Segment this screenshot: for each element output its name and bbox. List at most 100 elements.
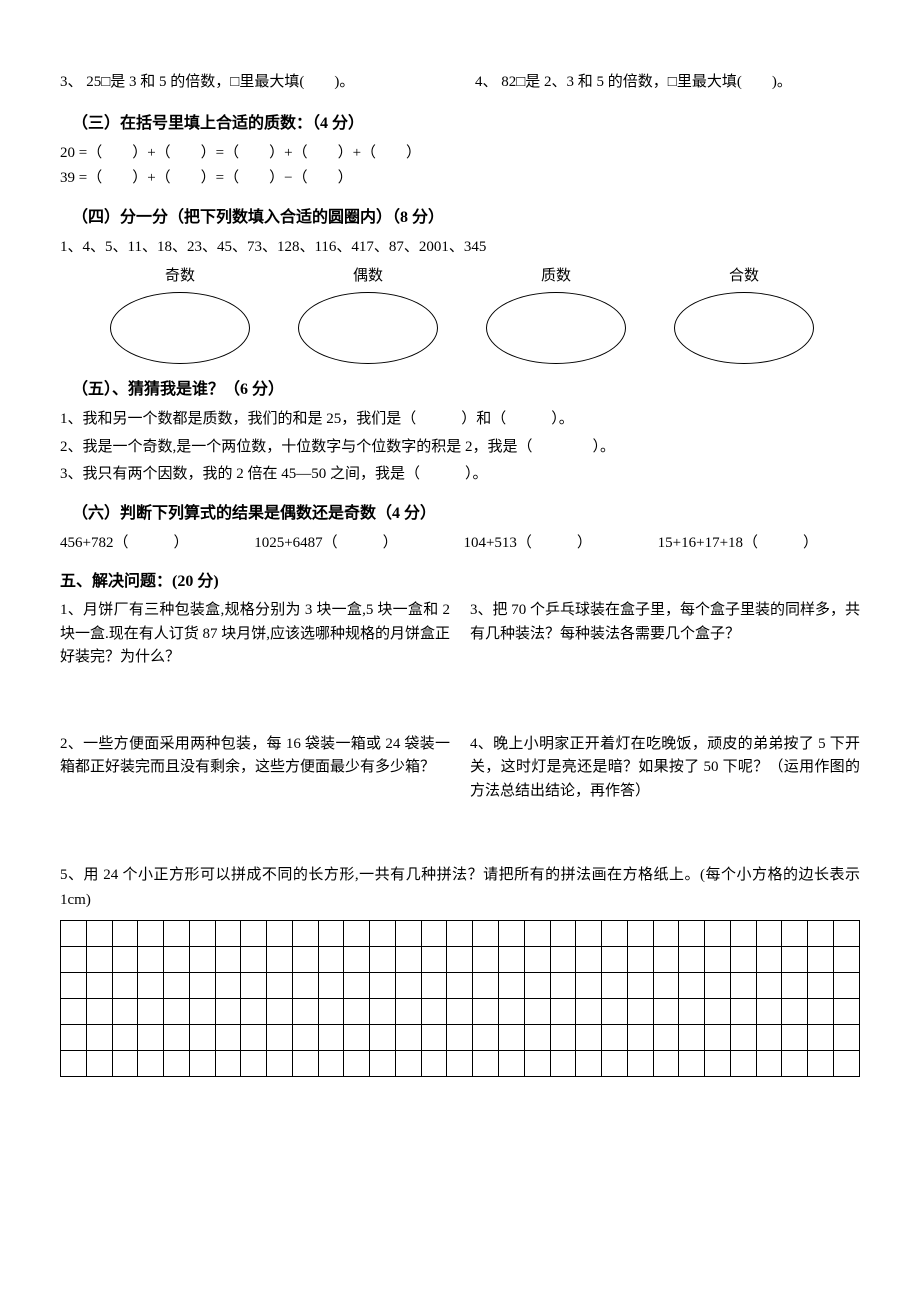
grid-cell	[653, 972, 679, 998]
oval-label-composite: 合数	[729, 264, 759, 290]
oval-composite	[674, 292, 814, 364]
grid-cell	[138, 920, 164, 946]
spacer-2	[60, 803, 860, 863]
grid-cell	[602, 972, 628, 998]
grid-cell	[756, 998, 782, 1024]
ovals-row: 奇数 偶数 质数 合数	[60, 264, 860, 364]
grid-cell	[447, 972, 473, 998]
grid-cell	[499, 1050, 525, 1076]
sec5-q2: 2、我是一个奇数,是一个两位数，十位数字与个位数字的积是 2，我是（ ）。	[60, 435, 860, 461]
grid-cell	[782, 920, 808, 946]
grid-cell	[550, 920, 576, 946]
grid-cell	[833, 1024, 859, 1050]
grid-cell	[730, 998, 756, 1024]
grid-cell	[138, 946, 164, 972]
grid-cell	[164, 972, 190, 998]
grid-cell	[421, 946, 447, 972]
grid-cell	[473, 946, 499, 972]
grid-cell	[215, 920, 241, 946]
intro-questions: 3、 25□是 3 和 5 的倍数，□里最大填( )。 4、 82□是 2、3 …	[60, 70, 860, 98]
grid-cell	[395, 946, 421, 972]
problems-row1: 1、月饼厂有三种包装盒,规格分别为 3 块一盒,5 块一盒和 2 块一盒.现在有…	[60, 599, 860, 669]
grid-cell	[833, 920, 859, 946]
grid-cell	[730, 972, 756, 998]
grid-cell	[653, 920, 679, 946]
grid-cell	[61, 920, 87, 946]
grid-cell	[499, 1024, 525, 1050]
grid-cell	[756, 920, 782, 946]
grid-cell	[524, 1024, 550, 1050]
grid-cell	[756, 1050, 782, 1076]
grid-cell	[602, 946, 628, 972]
grid-cell	[112, 1024, 138, 1050]
grid-cell	[550, 1050, 576, 1076]
sec6-row: 456+782（ ） 1025+6487（ ） 104+513（ ） 15+16…	[60, 531, 860, 557]
grid-cell	[576, 920, 602, 946]
grid-cell	[138, 1050, 164, 1076]
grid-cell	[292, 1024, 318, 1050]
grid-cell	[86, 946, 112, 972]
grid-cell	[86, 920, 112, 946]
grid-cell	[653, 1050, 679, 1076]
grid-cell	[164, 998, 190, 1024]
sec6-e2: 1025+6487（ ）	[254, 535, 397, 551]
grid-cell	[653, 946, 679, 972]
grid-cell	[395, 998, 421, 1024]
oval-group-prime: 质数	[476, 264, 636, 364]
grid-cell	[241, 946, 267, 972]
problem-2: 2、一些方便面采用两种包装，每 16 袋装一箱或 24 袋装一箱都正好装完而且没…	[60, 733, 450, 803]
grid-cell	[730, 920, 756, 946]
grid-wrapper	[60, 920, 860, 1077]
grid-cell	[61, 946, 87, 972]
sec6-e1: 456+782（ ）	[60, 535, 188, 551]
grid-cell	[267, 946, 293, 972]
sec3-line1: 20 =（ ）+（ ）=（ ）+（ ）+（ ）	[60, 141, 860, 167]
grid-cell	[164, 946, 190, 972]
grid-cell	[215, 1050, 241, 1076]
grid-cell	[808, 946, 834, 972]
grid-cell	[499, 972, 525, 998]
grid-cell	[602, 1050, 628, 1076]
grid-cell	[164, 1024, 190, 1050]
grid-cell	[86, 998, 112, 1024]
sec-solve-title: 五、解决问题：(20 分)	[60, 568, 860, 595]
grid-cell	[524, 920, 550, 946]
grid-cell	[730, 946, 756, 972]
grid-cell	[86, 1024, 112, 1050]
grid-cell	[576, 998, 602, 1024]
grid-cell	[370, 1024, 396, 1050]
grid-cell	[524, 1050, 550, 1076]
grid-cell	[267, 920, 293, 946]
grid-cell	[756, 972, 782, 998]
grid-cell	[782, 1050, 808, 1076]
grid-cell	[602, 920, 628, 946]
grid-cell	[138, 998, 164, 1024]
grid-cell	[318, 946, 344, 972]
grid-cell	[576, 946, 602, 972]
grid-cell	[138, 1024, 164, 1050]
grid-cell	[318, 920, 344, 946]
problem-4: 4、晚上小明家正开着灯在吃晚饭，顽皮的弟弟按了 5 下开关，这时灯是亮还是暗？如…	[470, 733, 860, 803]
oval-group-odd: 奇数	[100, 264, 260, 364]
grid-cell	[473, 1050, 499, 1076]
grid-cell	[112, 972, 138, 998]
problems-row2: 2、一些方便面采用两种包装，每 16 袋装一箱或 24 袋装一箱都正好装完而且没…	[60, 733, 860, 803]
grid-cell	[705, 1024, 731, 1050]
grid-cell	[808, 1050, 834, 1076]
grid-cell	[267, 998, 293, 1024]
grid-cell	[344, 1024, 370, 1050]
grid-cell	[705, 1050, 731, 1076]
grid-cell	[499, 946, 525, 972]
grid-cell	[112, 998, 138, 1024]
grid-cell	[421, 1024, 447, 1050]
grid-cell	[61, 1024, 87, 1050]
oval-label-prime: 质数	[541, 264, 571, 290]
grid-cell	[189, 972, 215, 998]
grid-cell	[679, 1050, 705, 1076]
grid-cell	[524, 946, 550, 972]
sec5-q1: 1、我和另一个数都是质数，我们的和是 25，我们是（ ）和（ ）。	[60, 407, 860, 433]
intro-q4: 4、 82□是 2、3 和 5 的倍数，□里最大填( )。	[475, 70, 860, 96]
grid-cell	[370, 998, 396, 1024]
grid-cell	[679, 972, 705, 998]
grid-cell	[292, 946, 318, 972]
